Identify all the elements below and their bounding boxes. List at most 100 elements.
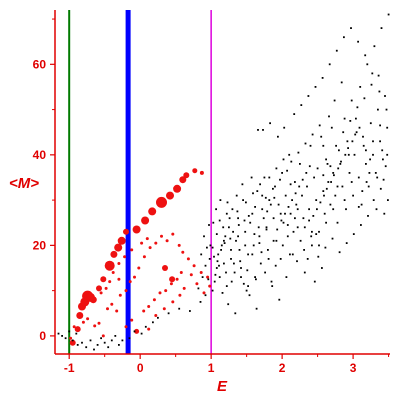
data-point bbox=[75, 332, 78, 335]
data-point bbox=[369, 122, 372, 125]
data-point bbox=[325, 158, 327, 161]
data-point bbox=[296, 226, 299, 229]
data-point bbox=[215, 208, 217, 211]
data-point bbox=[375, 208, 378, 211]
data-point bbox=[133, 330, 136, 333]
tick-labels: -1 0 1 2 3 0 20 40 60 bbox=[33, 57, 357, 375]
data-point bbox=[229, 237, 232, 240]
y-tick-label: 40 bbox=[33, 148, 47, 162]
data-point bbox=[57, 332, 60, 335]
data-point bbox=[323, 212, 326, 215]
data-point bbox=[239, 260, 242, 263]
data-point bbox=[346, 140, 349, 143]
data-point bbox=[76, 312, 84, 319]
y-tick-label: 0 bbox=[39, 329, 46, 343]
data-point bbox=[347, 147, 349, 149]
data-point bbox=[130, 318, 134, 322]
data-point bbox=[285, 276, 288, 278]
data-point bbox=[322, 174, 325, 177]
data-point bbox=[223, 242, 226, 244]
data-point bbox=[322, 144, 325, 147]
data-point bbox=[178, 293, 182, 297]
data-point bbox=[361, 190, 364, 192]
data-point bbox=[301, 178, 304, 181]
data-point bbox=[157, 316, 159, 319]
data-point bbox=[365, 163, 367, 165]
data-point bbox=[213, 280, 216, 283]
data-point bbox=[222, 226, 225, 229]
data-point bbox=[322, 190, 325, 192]
x-tick-label: -1 bbox=[64, 361, 75, 375]
data-point bbox=[308, 208, 310, 211]
series-1 bbox=[69, 168, 212, 346]
data-point bbox=[145, 237, 149, 241]
data-point bbox=[272, 239, 275, 242]
data-point bbox=[288, 153, 291, 156]
data-point bbox=[282, 158, 285, 161]
data-point bbox=[264, 196, 267, 199]
tick-marks bbox=[50, 18, 390, 359]
data-point bbox=[218, 276, 221, 278]
data-point bbox=[265, 228, 268, 231]
data-point bbox=[379, 187, 382, 190]
data-point bbox=[284, 212, 286, 215]
data-point bbox=[162, 265, 168, 271]
data-point bbox=[299, 163, 301, 165]
data-point bbox=[166, 191, 174, 200]
data-point bbox=[355, 131, 358, 134]
data-point bbox=[251, 212, 254, 215]
data-point bbox=[104, 286, 108, 290]
data-point bbox=[329, 165, 332, 168]
axes bbox=[54, 10, 390, 355]
data-point bbox=[201, 276, 204, 278]
data-point bbox=[249, 221, 252, 224]
data-point bbox=[381, 149, 384, 152]
data-point bbox=[182, 286, 186, 290]
data-point bbox=[281, 172, 283, 174]
data-point bbox=[333, 174, 335, 177]
data-point bbox=[192, 264, 196, 268]
data-point bbox=[362, 135, 364, 138]
data-point bbox=[277, 203, 280, 206]
data-point bbox=[351, 140, 354, 143]
data-point bbox=[140, 332, 143, 335]
data-point bbox=[268, 199, 271, 201]
data-point bbox=[345, 208, 347, 211]
data-point bbox=[363, 97, 366, 100]
data-point bbox=[247, 215, 250, 217]
data-point bbox=[263, 176, 266, 179]
data-point bbox=[69, 336, 73, 340]
data-point bbox=[123, 228, 129, 235]
data-point bbox=[280, 219, 283, 222]
data-point bbox=[181, 250, 185, 254]
data-point bbox=[262, 217, 265, 220]
data-point bbox=[189, 273, 193, 277]
data-point bbox=[275, 239, 278, 242]
data-point bbox=[244, 230, 247, 233]
data-point bbox=[289, 212, 292, 215]
data-point bbox=[255, 307, 258, 310]
data-point bbox=[334, 194, 337, 197]
data-point bbox=[330, 181, 332, 183]
data-point bbox=[167, 312, 170, 315]
data-point bbox=[179, 271, 183, 274]
data-point bbox=[199, 301, 202, 303]
data-point bbox=[152, 298, 156, 302]
data-point bbox=[154, 241, 158, 245]
data-point bbox=[252, 192, 254, 195]
data-point bbox=[232, 230, 234, 233]
data-point bbox=[110, 339, 113, 342]
data-point bbox=[340, 81, 343, 84]
data-point bbox=[296, 208, 299, 211]
data-point bbox=[282, 221, 285, 224]
data-point bbox=[328, 63, 331, 66]
data-point bbox=[384, 165, 387, 168]
data-point bbox=[367, 215, 369, 217]
data-point bbox=[169, 282, 173, 286]
data-point bbox=[252, 244, 255, 247]
data-point bbox=[348, 172, 351, 174]
x-axis-title: E bbox=[217, 378, 228, 395]
data-point bbox=[281, 244, 284, 247]
data-point bbox=[315, 233, 318, 235]
data-point bbox=[245, 289, 248, 292]
